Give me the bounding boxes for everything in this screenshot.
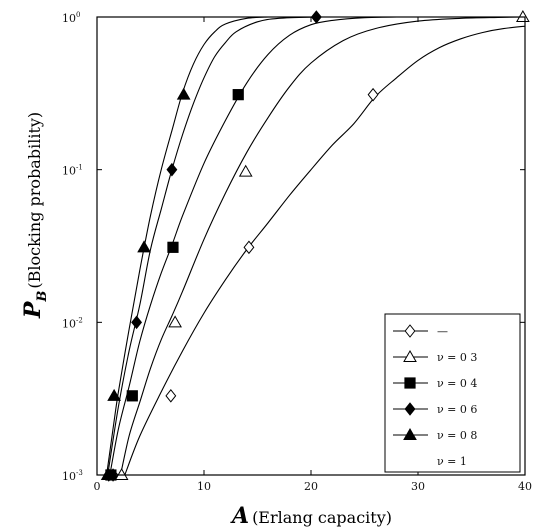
y-axis-title: PB (Blocking probability) bbox=[20, 112, 50, 319]
series-3-point-3 bbox=[167, 241, 179, 253]
legend-label-2: ν = 0 3 bbox=[437, 351, 477, 364]
legend-marker-5 bbox=[403, 427, 417, 440]
x-axis-title: A (Erlang capacity) bbox=[230, 503, 392, 529]
x-axis-title-rest: (Erlang capacity) bbox=[252, 508, 392, 527]
series-5-point-4 bbox=[176, 87, 191, 100]
x-tick-label-4: 30 bbox=[411, 480, 425, 493]
series-5-line bbox=[106, 16, 269, 476]
y-tick-label-3: 10-1 bbox=[62, 164, 83, 178]
y-axis: 10-3 10-2 10-1 100 bbox=[62, 11, 525, 483]
legend-label-1: — bbox=[437, 325, 448, 338]
y-axis-title-sub: B bbox=[35, 291, 50, 303]
legend-label-3: ν = 0 4 bbox=[437, 377, 477, 390]
x-tick-label-3: 20 bbox=[304, 480, 318, 493]
legend-marker-3 bbox=[404, 377, 416, 389]
x-axis-title-main: A bbox=[230, 503, 249, 529]
series-3-point-4 bbox=[232, 89, 244, 101]
y-axis-title-rest: (Blocking probability) bbox=[25, 112, 44, 289]
legend: — ν = 0 3 ν = 0 4 ν = 0 6 ν = 0 8 ν = 1 bbox=[384, 313, 521, 473]
series-3-point-2 bbox=[126, 390, 138, 402]
series-1-line bbox=[124, 25, 526, 476]
x-tick-label-1: 0 bbox=[94, 480, 101, 493]
series-1-point-3 bbox=[243, 240, 255, 255]
series-1-point-4 bbox=[367, 87, 379, 102]
x-tick-label-2: 10 bbox=[197, 480, 211, 493]
legend-label-4: ν = 0 6 bbox=[437, 403, 477, 416]
series-5-point-1 bbox=[100, 467, 115, 480]
x-tick-label-5: 40 bbox=[518, 480, 532, 493]
legend-marker-2 bbox=[403, 349, 417, 362]
y-axis-title-main: P bbox=[20, 300, 46, 319]
y-tick-label-2: 10-2 bbox=[62, 316, 83, 330]
y-tick-label-4: 100 bbox=[62, 11, 80, 25]
series-2-point-4 bbox=[515, 9, 530, 22]
legend-marker-1 bbox=[404, 324, 416, 338]
series-1-point-2 bbox=[165, 389, 177, 403]
series-2-point-3 bbox=[238, 164, 253, 177]
legend-label-6: ν = 1 bbox=[437, 455, 467, 468]
legend-box bbox=[384, 313, 521, 473]
series-5-point-3 bbox=[137, 240, 151, 253]
x-axis: 0 10 20 30 40 bbox=[94, 17, 532, 493]
legend-label-5: ν = 0 8 bbox=[437, 429, 477, 442]
series-4-point-3 bbox=[166, 162, 178, 177]
legend-marker-4 bbox=[404, 402, 416, 416]
series-2-point-1 bbox=[114, 467, 129, 480]
y-tick-label-1: 10-3 bbox=[62, 469, 83, 483]
series-2-point-2 bbox=[168, 315, 182, 328]
series-5-point-2 bbox=[107, 388, 121, 401]
series-4-line bbox=[107, 16, 317, 476]
series-4-point-2 bbox=[131, 315, 143, 330]
